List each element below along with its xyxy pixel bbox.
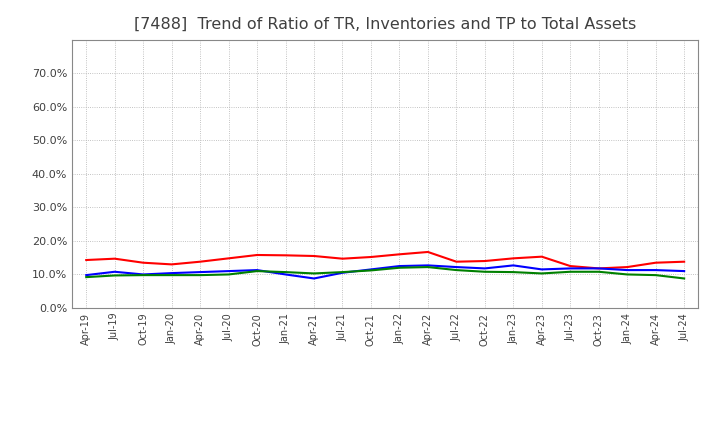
Inventories — [537, 267, 546, 272]
Inventories — [480, 266, 489, 271]
Trade Payables — [680, 276, 688, 281]
Trade Payables — [366, 268, 375, 273]
Trade Payables — [110, 273, 119, 278]
Trade Receivables — [139, 260, 148, 265]
Trade Payables — [338, 269, 347, 275]
Trade Receivables — [167, 262, 176, 267]
Trade Receivables — [310, 253, 318, 259]
Inventories — [82, 272, 91, 278]
Trade Receivables — [338, 256, 347, 261]
Inventories — [110, 269, 119, 275]
Trade Payables — [196, 272, 204, 278]
Inventories — [139, 272, 148, 277]
Trade Receivables — [595, 266, 603, 271]
Trade Receivables — [423, 249, 432, 255]
Trade Payables — [509, 269, 518, 275]
Title: [7488]  Trend of Ratio of TR, Inventories and TP to Total Assets: [7488] Trend of Ratio of TR, Inventories… — [134, 16, 636, 32]
Inventories — [595, 266, 603, 271]
Inventories — [282, 272, 290, 277]
Inventories — [423, 263, 432, 268]
Trade Payables — [623, 272, 631, 277]
Trade Receivables — [395, 252, 404, 257]
Trade Receivables — [366, 254, 375, 260]
Inventories — [509, 263, 518, 268]
Line: Inventories: Inventories — [86, 265, 684, 279]
Trade Receivables — [623, 264, 631, 270]
Inventories — [366, 267, 375, 272]
Trade Receivables — [537, 254, 546, 259]
Inventories — [652, 268, 660, 273]
Trade Receivables — [652, 260, 660, 265]
Trade Receivables — [452, 259, 461, 264]
Inventories — [253, 268, 261, 273]
Line: Trade Payables: Trade Payables — [86, 267, 684, 279]
Inventories — [566, 266, 575, 271]
Trade Payables — [167, 272, 176, 278]
Trade Receivables — [110, 256, 119, 261]
Inventories — [196, 269, 204, 275]
Trade Payables — [652, 272, 660, 278]
Trade Receivables — [82, 257, 91, 263]
Inventories — [623, 268, 631, 273]
Trade Payables — [595, 269, 603, 275]
Trade Receivables — [253, 253, 261, 258]
Inventories — [310, 276, 318, 281]
Trade Payables — [139, 272, 148, 278]
Inventories — [225, 268, 233, 274]
Trade Payables — [566, 269, 575, 275]
Trade Payables — [395, 265, 404, 270]
Trade Payables — [82, 275, 91, 280]
Trade Payables — [282, 269, 290, 275]
Trade Payables — [310, 271, 318, 276]
Inventories — [338, 270, 347, 275]
Trade Receivables — [225, 256, 233, 261]
Trade Payables — [452, 268, 461, 273]
Trade Payables — [480, 269, 489, 275]
Trade Receivables — [566, 264, 575, 269]
Trade Receivables — [509, 256, 518, 261]
Trade Payables — [537, 271, 546, 276]
Inventories — [680, 268, 688, 274]
Inventories — [167, 271, 176, 276]
Trade Receivables — [282, 253, 290, 258]
Inventories — [452, 264, 461, 270]
Trade Receivables — [680, 259, 688, 264]
Inventories — [395, 264, 404, 269]
Trade Payables — [225, 272, 233, 277]
Line: Trade Receivables: Trade Receivables — [86, 252, 684, 268]
Trade Payables — [423, 264, 432, 270]
Trade Payables — [253, 268, 261, 274]
Trade Receivables — [480, 258, 489, 264]
Trade Receivables — [196, 259, 204, 264]
